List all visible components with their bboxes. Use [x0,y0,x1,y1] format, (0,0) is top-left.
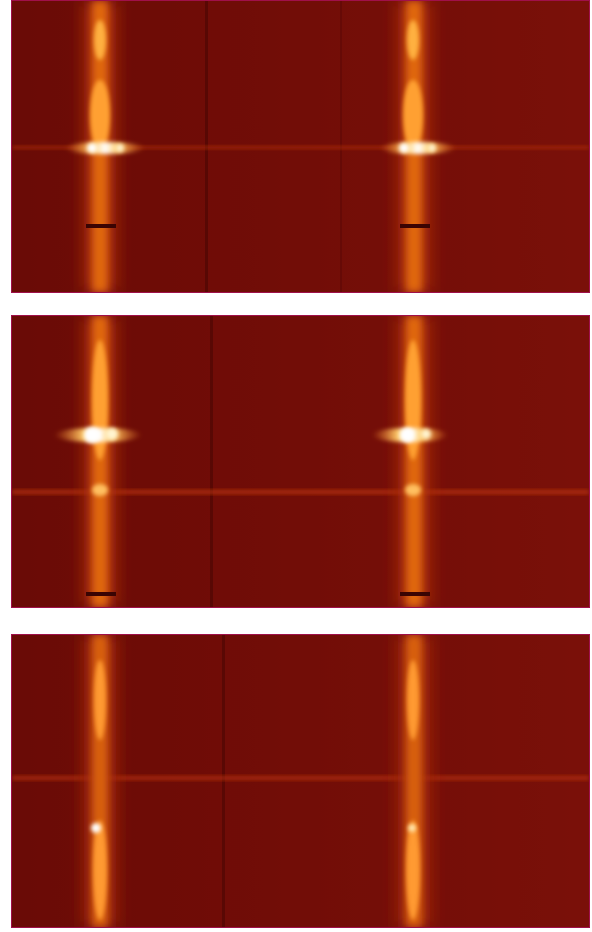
panel-2 [12,316,589,607]
panel-3 [12,635,589,927]
image-stack [0,0,592,932]
panel-1 [12,1,589,292]
page [0,0,592,932]
